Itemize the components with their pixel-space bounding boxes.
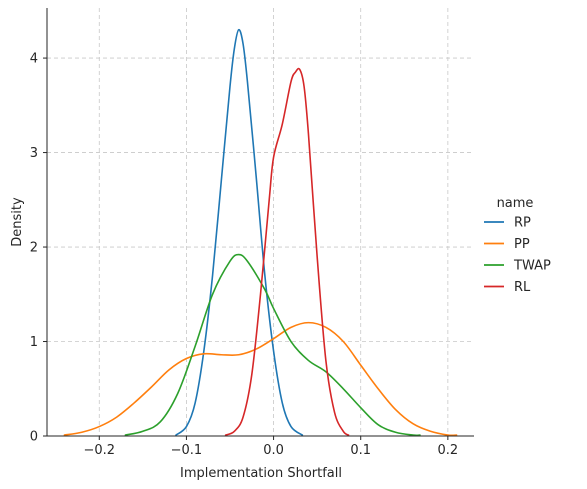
- legend-title: name: [497, 196, 534, 211]
- axes: [46, 8, 474, 437]
- series-line-rp: [175, 28, 304, 436]
- x-tick-label: −0.2: [83, 443, 115, 458]
- series-line-twap: [124, 253, 421, 437]
- legend-label-twap: TWAP: [513, 259, 551, 274]
- tick-labels: −0.2 −0.1 0.0 0.1 0.2 0 1 2 3 4: [30, 52, 458, 458]
- series-line-rl: [224, 67, 350, 436]
- x-tick-label: 0.2: [438, 443, 459, 458]
- x-tick-label: 0.1: [350, 443, 371, 458]
- y-tick-label: 2: [30, 241, 38, 256]
- legend-label-rp: RP: [514, 216, 531, 231]
- series-line-pp: [63, 321, 458, 437]
- grid: [47, 8, 474, 436]
- y-tick-label: 1: [30, 335, 38, 350]
- series-layer: [63, 28, 458, 437]
- y-tick-label: 3: [30, 146, 38, 161]
- y-tick-label: 4: [30, 52, 38, 67]
- x-tick-label: −0.1: [171, 443, 203, 458]
- x-axis-label: Implementation Shortfall: [180, 466, 342, 481]
- legend-label-rl: RL: [514, 280, 531, 295]
- legend: name RP PP TWAP RL: [484, 196, 551, 295]
- x-tick-label: 0.0: [263, 443, 284, 458]
- y-axis-label: Density: [10, 197, 25, 247]
- legend-label-pp: PP: [514, 237, 530, 252]
- y-tick-label: 0: [30, 430, 38, 445]
